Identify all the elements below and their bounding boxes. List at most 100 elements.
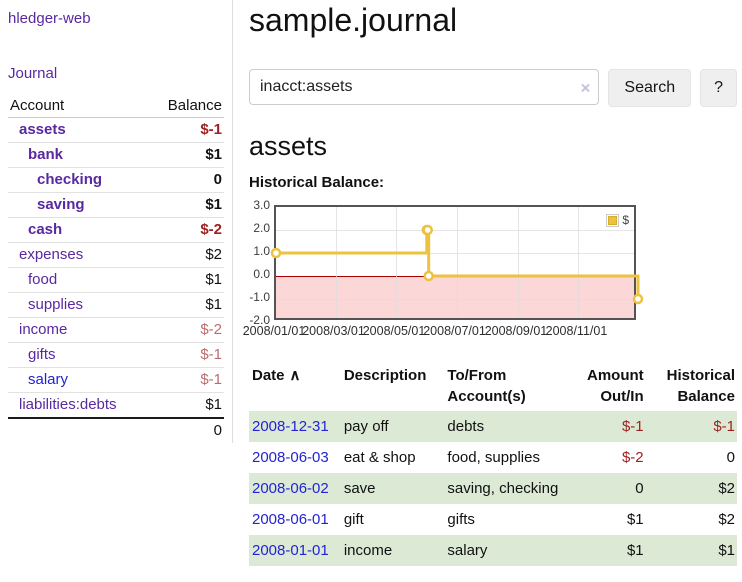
transaction-date-cell: 2008-06-02 bbox=[249, 473, 344, 504]
accounts-total-row: 0 bbox=[8, 417, 224, 443]
account-name-cell: salary bbox=[8, 367, 150, 393]
transaction-accounts: debts bbox=[447, 418, 485, 435]
account-link[interactable]: income bbox=[19, 321, 68, 338]
transaction-row[interactable]: 2008-06-01 gift gifts $1 $2 bbox=[249, 504, 737, 535]
account-link[interactable]: food bbox=[28, 271, 58, 288]
account-row: supplies $1 bbox=[8, 292, 224, 318]
chart-gridline bbox=[276, 299, 634, 300]
account-link[interactable]: checking bbox=[37, 171, 103, 188]
account-balance: $-1 bbox=[149, 117, 224, 143]
account-balance: $2 bbox=[149, 242, 224, 268]
transaction-accounts: salary bbox=[447, 542, 488, 559]
transaction-row[interactable]: 2008-06-02 save saving, checking 0 $2 bbox=[249, 473, 737, 504]
transaction-balance: $-1 bbox=[713, 418, 735, 435]
chart-series-line bbox=[270, 224, 644, 305]
chart-heading: Historical Balance: bbox=[249, 174, 385, 191]
sidebar: hledger-web Journal Account Balance asse… bbox=[0, 0, 233, 443]
chart-point[interactable] bbox=[423, 270, 434, 282]
account-name-cell: assets bbox=[8, 117, 150, 143]
chart-gridline bbox=[396, 207, 397, 318]
y-tick-label: 3.0 bbox=[253, 198, 270, 212]
account-row: gifts $-1 bbox=[8, 342, 224, 368]
account-link[interactable]: supplies bbox=[28, 296, 84, 313]
account-row: checking 0 bbox=[8, 167, 224, 193]
transaction-row[interactable]: 2008-12-31 pay off debts $-1 $-1 bbox=[249, 411, 737, 442]
chart-point[interactable] bbox=[422, 224, 433, 236]
register-table: Date ∧ Description To/From Account(s) Amo… bbox=[249, 361, 737, 566]
y-tick-label: 2.0 bbox=[253, 221, 270, 235]
account-link[interactable]: saving bbox=[37, 196, 85, 213]
transaction-description: income bbox=[343, 542, 393, 559]
account-row: cash $-2 bbox=[8, 217, 224, 243]
transaction-row[interactable]: 2008-06-03 eat & shop food, supplies $-2 0 bbox=[249, 442, 737, 473]
transaction-amount: $-2 bbox=[621, 449, 644, 466]
account-link[interactable]: liabilities:debts bbox=[19, 396, 117, 413]
transaction-balance: $2 bbox=[718, 511, 735, 528]
brand-link[interactable]: hledger-web bbox=[8, 10, 91, 27]
transaction-accounts: food, supplies bbox=[447, 449, 540, 466]
account-link[interactable]: bank bbox=[28, 146, 64, 163]
account-row: expenses $2 bbox=[8, 242, 224, 268]
x-tick-label: 2008/11/01 bbox=[545, 324, 608, 338]
help-button[interactable]: ? bbox=[700, 69, 737, 107]
transaction-amount: $1 bbox=[626, 511, 644, 528]
transaction-amount: 0 bbox=[635, 480, 644, 497]
account-link[interactable]: cash bbox=[28, 221, 63, 238]
transaction-date-link[interactable]: 2008-06-01 bbox=[252, 511, 329, 528]
transaction-date-link[interactable]: 2008-01-01 bbox=[252, 542, 329, 559]
y-tick-label: 1.0 bbox=[253, 244, 270, 258]
account-row: income $-2 bbox=[8, 317, 224, 343]
y-tick-label: -2.0 bbox=[249, 313, 270, 327]
main-content: sample.journal × Search ? assets Histori… bbox=[233, 0, 742, 566]
register-header-balance: Historical Balance bbox=[666, 367, 735, 405]
account-balance: $-1 bbox=[149, 342, 224, 368]
chart-point[interactable] bbox=[270, 247, 282, 259]
legend-swatch-icon bbox=[606, 213, 620, 227]
accounts-header-row: Account Balance bbox=[8, 94, 224, 118]
register-header-amount: Amount Out/In bbox=[586, 367, 644, 405]
chart-gridline bbox=[517, 207, 519, 318]
account-link[interactable]: salary bbox=[28, 371, 69, 388]
clear-search-icon[interactable]: × bbox=[580, 78, 591, 98]
transaction-date-link[interactable]: 2008-06-02 bbox=[252, 480, 329, 497]
transaction-description: save bbox=[343, 480, 376, 497]
sidebar-item-journal[interactable]: Journal bbox=[8, 65, 58, 82]
transaction-balance: 0 bbox=[726, 449, 735, 466]
chart-gridline bbox=[276, 253, 634, 254]
account-row: food $1 bbox=[8, 267, 224, 293]
chart-gridline bbox=[335, 207, 337, 318]
search-form: × Search ? bbox=[249, 69, 737, 107]
transaction-description: gift bbox=[343, 511, 364, 528]
x-tick-label: 2008/05/01 bbox=[362, 324, 426, 338]
account-balance: 0 bbox=[149, 167, 224, 193]
chart-gridline bbox=[578, 207, 580, 318]
account-balance: $1 bbox=[149, 192, 224, 218]
search-box: × bbox=[249, 69, 600, 107]
transaction-balance: $2 bbox=[718, 480, 735, 497]
search-button[interactable]: Search bbox=[608, 69, 692, 107]
accounts-header-account: Account bbox=[8, 94, 150, 118]
account-link[interactable]: gifts bbox=[28, 346, 56, 363]
transaction-date-cell: 2008-06-01 bbox=[249, 504, 344, 535]
chart-gridline bbox=[456, 207, 458, 318]
transaction-description: eat & shop bbox=[343, 449, 416, 466]
y-tick-label: -1.0 bbox=[249, 290, 270, 304]
account-name-cell: bank bbox=[8, 142, 150, 168]
search-input[interactable] bbox=[249, 69, 600, 105]
accounts-header-balance: Balance bbox=[149, 94, 224, 118]
transaction-date-link[interactable]: 2008-06-03 bbox=[252, 449, 329, 466]
account-link[interactable]: expenses bbox=[19, 246, 84, 263]
account-row: salary $-1 bbox=[8, 367, 224, 393]
chart-point[interactable] bbox=[632, 293, 644, 305]
page-title: sample.journal bbox=[249, 2, 458, 38]
account-name-cell: gifts bbox=[8, 342, 150, 368]
account-name-cell: checking bbox=[8, 167, 150, 193]
register-header-date[interactable]: Date ∧ bbox=[252, 367, 301, 384]
transaction-date-link[interactable]: 2008-12-31 bbox=[252, 418, 329, 435]
account-link[interactable]: assets bbox=[19, 121, 66, 138]
transaction-balance: $1 bbox=[718, 542, 735, 559]
transaction-row[interactable]: 2008-01-01 income salary $1 $1 bbox=[249, 535, 737, 566]
accounts-table: Account Balance assets $-1 bank $1 checking 0… bbox=[8, 94, 224, 443]
x-tick-label: 2008/01/01 bbox=[242, 324, 306, 338]
account-name-cell: liabilities:debts bbox=[8, 392, 150, 419]
